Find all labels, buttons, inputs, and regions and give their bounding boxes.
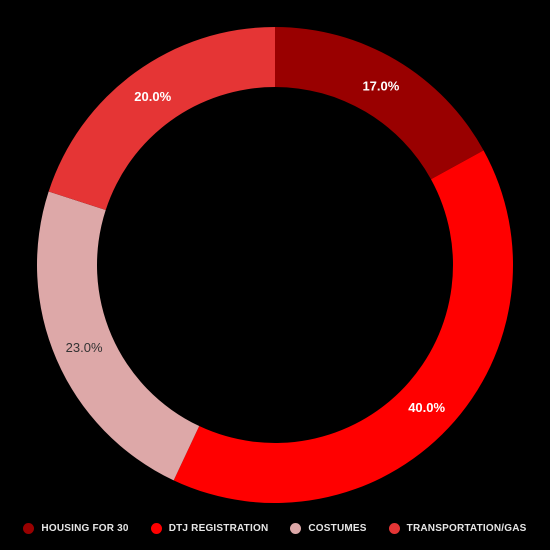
legend-item-dtj-registration[interactable]: DTJ REGISTRATION [150,522,269,534]
legend-item-transportation[interactable]: TRANSPORTATION/GAS [388,522,527,534]
donut-chart-svg: 17.0% 40.0% 23.0% 20.0% [36,27,514,504]
legend-label-dtj-registration: DTJ REGISTRATION [168,522,269,534]
legend-swatch-housing [23,522,35,534]
slice-transportation[interactable] [48,27,276,210]
legend-swatch-transportation [388,522,400,534]
donut-chart: 17.0% 40.0% 23.0% 20.0% [36,27,514,504]
legend-label-transportation: TRANSPORTATION/GAS [406,522,527,534]
legend-item-costumes[interactable]: COSTUMES [290,522,367,534]
legend-label-costumes: COSTUMES [308,522,367,534]
slice-label-housing: 17.0% [362,78,399,93]
slice-housing[interactable] [275,27,484,180]
legend-item-housing[interactable]: HOUSING FOR 30 [23,522,129,534]
slice-label-transportation: 20.0% [134,89,171,104]
slice-dtj-registration[interactable] [173,150,514,504]
legend-label-housing: HOUSING FOR 30 [41,522,129,534]
chart-legend: HOUSING FOR 30 DTJ REGISTRATION COSTUMES… [0,518,550,538]
slice-label-costumes: 23.0% [66,340,103,355]
slice-costumes[interactable] [36,191,200,481]
slice-label-dtj-registration: 40.0% [408,400,445,415]
legend-swatch-dtj-registration [150,522,162,534]
legend-swatch-costumes [290,522,302,534]
